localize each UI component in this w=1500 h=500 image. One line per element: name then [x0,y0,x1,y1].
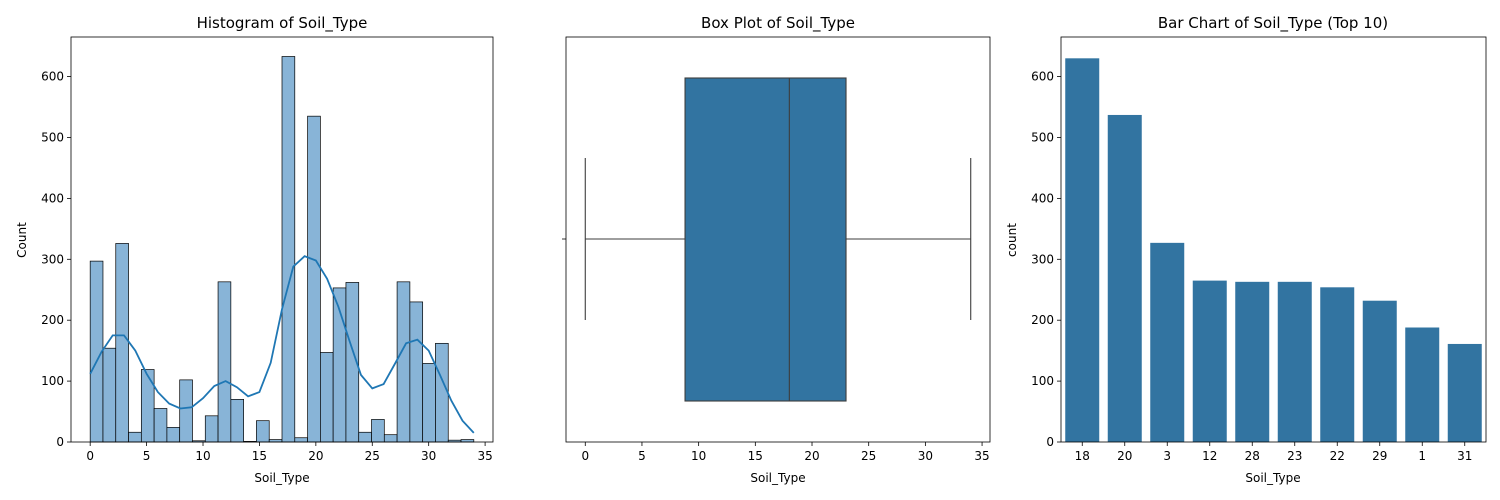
histogram-bar [256,420,270,443]
histogram-bar [320,352,334,443]
histogram-ytick-label: 200 [41,313,64,327]
histogram-bar [358,431,372,443]
histogram-panel: Histogram of Soil_Type 0 5 10 15 20 25 30 35 0 10… [15,14,494,485]
histogram-bar [153,408,168,443]
histogram-bar [396,281,411,443]
histogram-title: Histogram of Soil_Type [197,14,368,33]
histogram-bar [371,419,385,443]
histogram-bar [217,281,232,443]
histogram-bar [294,437,308,443]
boxplot-plot-area: 0 5 10 15 20 25 30 35 [562,36,991,463]
histogram-bar [128,431,142,443]
histogram-xtick-label: 35 [477,449,492,463]
bar-22 [1320,287,1355,442]
bar-18 [1065,58,1100,442]
histogram-ytick-label: 600 [41,70,64,84]
boxplot-xlabel: Soil_Type [750,471,805,485]
histogram-xtick-label: 25 [365,449,380,463]
histogram-bar [422,363,436,443]
histogram-ytick-label: 0 [56,435,64,449]
histogram-ytick-label: 300 [41,252,64,266]
bar-20 [1107,114,1142,442]
barchart-ytick-label: 600 [1031,70,1054,84]
boxplot-title: Box Plot of Soil_Type [701,14,855,33]
barchart-xtick-label: 29 [1372,449,1387,463]
barchart-xlabel: Soil_Type [1245,471,1300,485]
histogram-xtick-label: 15 [252,449,267,463]
boxplot-xtick-label: 5 [638,449,646,463]
histogram-ylabel: Count [15,222,29,258]
histogram-ytick-label: 500 [41,130,64,144]
boxplot-xtick-label: 30 [918,449,933,463]
bar-1 [1405,327,1440,442]
bar-28 [1235,281,1270,442]
kde-line [89,255,475,434]
histogram-bar [115,243,129,443]
histogram-xtick-label: 20 [308,449,323,463]
barchart-xtick-label: 12 [1202,449,1217,463]
barchart-xtick-label: 31 [1457,449,1472,463]
barchart-xtick-label: 20 [1117,449,1132,463]
barchart-ytick-label: 300 [1031,252,1054,266]
barchart-ytick-label: 500 [1031,130,1054,144]
histogram-frame [70,36,494,443]
barchart-plot-area: 18 20 3 12 28 23 22 29 1 31 0 100 200 300 400 500 600 [1031,36,1487,463]
iqr-box [684,77,847,402]
barchart-ytick-label: 0 [1046,435,1054,449]
boxplot-frame [565,36,991,443]
bar-3 [1150,242,1185,442]
barchart-ylabel: count [1005,223,1019,257]
barchart-xtick-label: 18 [1075,449,1090,463]
histogram-plot-area: 0 5 10 15 20 25 30 35 0 100 200 300 400 500 600 [41,36,494,463]
barchart-xtick-label: 22 [1330,449,1345,463]
histogram-ytick-label: 400 [41,191,64,205]
bar-31 [1447,343,1482,442]
histogram-bar [102,347,117,443]
barchart-xtick-label: 3 [1163,449,1171,463]
boxplot-panel: Box Plot of Soil_Type 0 5 10 15 20 25 30 35 Soi… [562,14,991,485]
boxplot-xtick-label: 25 [861,449,876,463]
boxplot-xtick-label: 0 [581,449,589,463]
histogram-ytick-label: 100 [41,374,64,388]
histogram-xtick-label: 0 [86,449,94,463]
bar-29 [1362,300,1397,442]
bar-12 [1192,280,1227,442]
histogram-xlabel: Soil_Type [254,471,309,485]
histogram-bar [409,301,424,443]
histogram-bar [179,379,193,443]
barchart-ytick-label: 400 [1031,191,1054,205]
barchart-xtick-label: 23 [1287,449,1302,463]
barchart-title: Bar Chart of Soil_Type (Top 10) [1158,14,1388,33]
histogram-bar [435,342,449,443]
histogram-bar [281,56,296,443]
histogram-xtick-label: 30 [421,449,436,463]
histogram-bar [383,434,398,443]
bar-23 [1277,281,1312,442]
boxplot-xtick-label: 20 [804,449,819,463]
barchart-panel: Bar Chart of Soil_Type (Top 10) 18 20 3 12 2… [1005,14,1487,485]
histogram-bar [140,369,155,443]
histogram-bar [307,115,321,443]
histogram-bar [230,399,244,443]
boxplot-xtick-label: 15 [748,449,763,463]
histogram-bar [166,427,181,443]
histogram-xtick-label: 5 [143,449,151,463]
barchart-ytick-label: 100 [1031,374,1054,388]
boxplot-xtick-label: 10 [691,449,706,463]
barchart-xtick-label: 28 [1245,449,1260,463]
barchart-frame [1060,36,1487,443]
histogram-bar [204,415,219,443]
boxplot-xtick-label: 35 [974,449,989,463]
barchart-ytick-label: 200 [1031,313,1054,327]
histogram-xtick-label: 10 [195,449,210,463]
barchart-xtick-label: 1 [1418,449,1426,463]
